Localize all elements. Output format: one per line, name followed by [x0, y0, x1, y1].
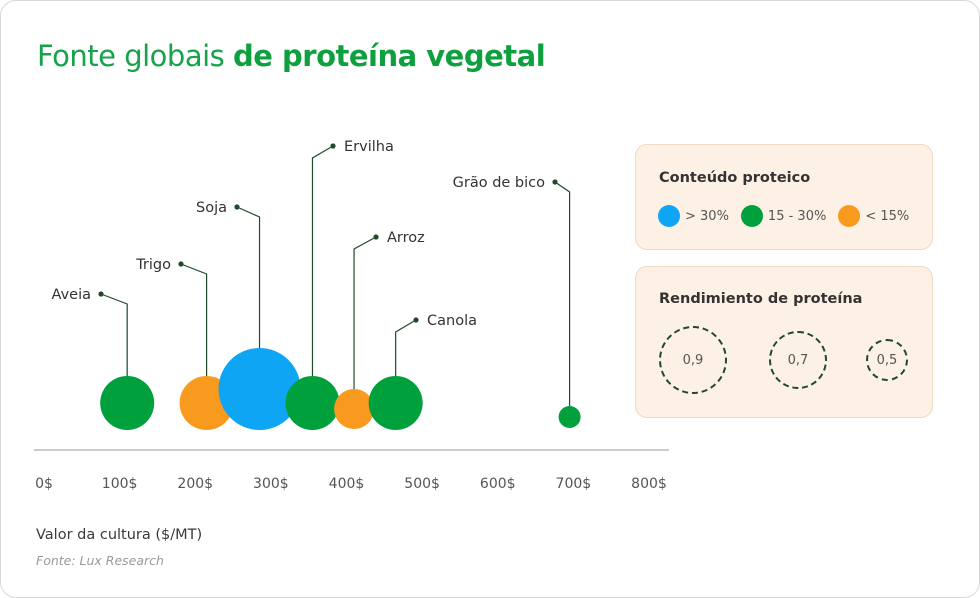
yield-circle-medium: 0,7 [769, 331, 827, 389]
chart-title-bold: de proteína vegetal [232, 39, 546, 73]
leader-line [395, 319, 417, 376]
leader-line [100, 293, 128, 376]
leader-line [236, 206, 261, 348]
chart-title-regular: Fonte globais [37, 39, 225, 73]
bubble-arroz [334, 389, 375, 429]
x-tick-label: 200$ [177, 476, 213, 492]
legend-label-low: < 15% [865, 208, 910, 224]
protein-legend-title: Conteúdo proteico [659, 170, 811, 186]
legend-label-high: > 30% [685, 208, 729, 224]
leader-line [180, 263, 208, 376]
point-label: Ervilha [344, 139, 394, 155]
leader-dot [413, 317, 419, 323]
legend-item-high: > 30% [658, 205, 729, 227]
bubble-gr-o-de-bico [558, 406, 581, 428]
protein-content-legend: Conteúdo proteico > 30% 15 - 30% < 15% [635, 144, 933, 250]
x-tick-label: 300$ [253, 476, 289, 492]
leader-line [353, 236, 377, 389]
leader-dot [178, 261, 184, 267]
leader-line [311, 145, 334, 376]
x-tick-label: 600$ [480, 476, 516, 492]
x-tick-label: 700$ [556, 476, 592, 492]
point-label: Canola [427, 313, 477, 329]
point-label: Grão de bico [453, 175, 546, 191]
x-tick-label: 400$ [329, 476, 365, 492]
protein-yield-legend: Rendimiento de proteína 0,9 0,7 0,5 [635, 266, 933, 418]
leader-dot [373, 234, 379, 240]
x-axis-label: Valor da cultura ($/MT) [36, 527, 203, 543]
chart-title: Fonte globais de proteína vegetal [37, 39, 546, 73]
bubble-canola [368, 376, 423, 430]
legend-dot-low [838, 205, 861, 227]
leader-dot [552, 179, 558, 185]
legend-item-low: < 15% [838, 205, 909, 227]
point-label: Aveia [52, 287, 92, 303]
bubble-aveia [100, 376, 155, 430]
x-tick-label: 500$ [404, 476, 440, 492]
leader-dot [330, 143, 336, 149]
x-tick-label: 0$ [35, 476, 53, 492]
legend-label-mid: 15 - 30% [767, 208, 827, 224]
leader-line [554, 181, 571, 406]
legend-dot-high [658, 205, 680, 227]
bubble-soja [218, 348, 301, 430]
point-label: Trigo [135, 257, 171, 273]
point-label: Arroz [387, 230, 425, 246]
leader-dot [98, 291, 104, 297]
leader-dot [234, 204, 240, 210]
yield-legend-title: Rendimiento de proteína [659, 291, 863, 307]
legend-item-mid: 15 - 30% [740, 205, 827, 227]
point-label: Soja [196, 200, 227, 216]
source-note: Fonte: Lux Research [36, 553, 164, 568]
bubble-ervilha [285, 376, 340, 430]
x-tick-label: 100$ [102, 476, 138, 492]
yield-circle-small: 0,5 [866, 339, 908, 381]
yield-circle-large: 0,9 [659, 326, 727, 394]
protein-legend-items: > 30% 15 - 30% < 15% [658, 205, 921, 227]
legend-dot-mid [740, 205, 763, 227]
x-tick-label: 800$ [631, 476, 667, 492]
